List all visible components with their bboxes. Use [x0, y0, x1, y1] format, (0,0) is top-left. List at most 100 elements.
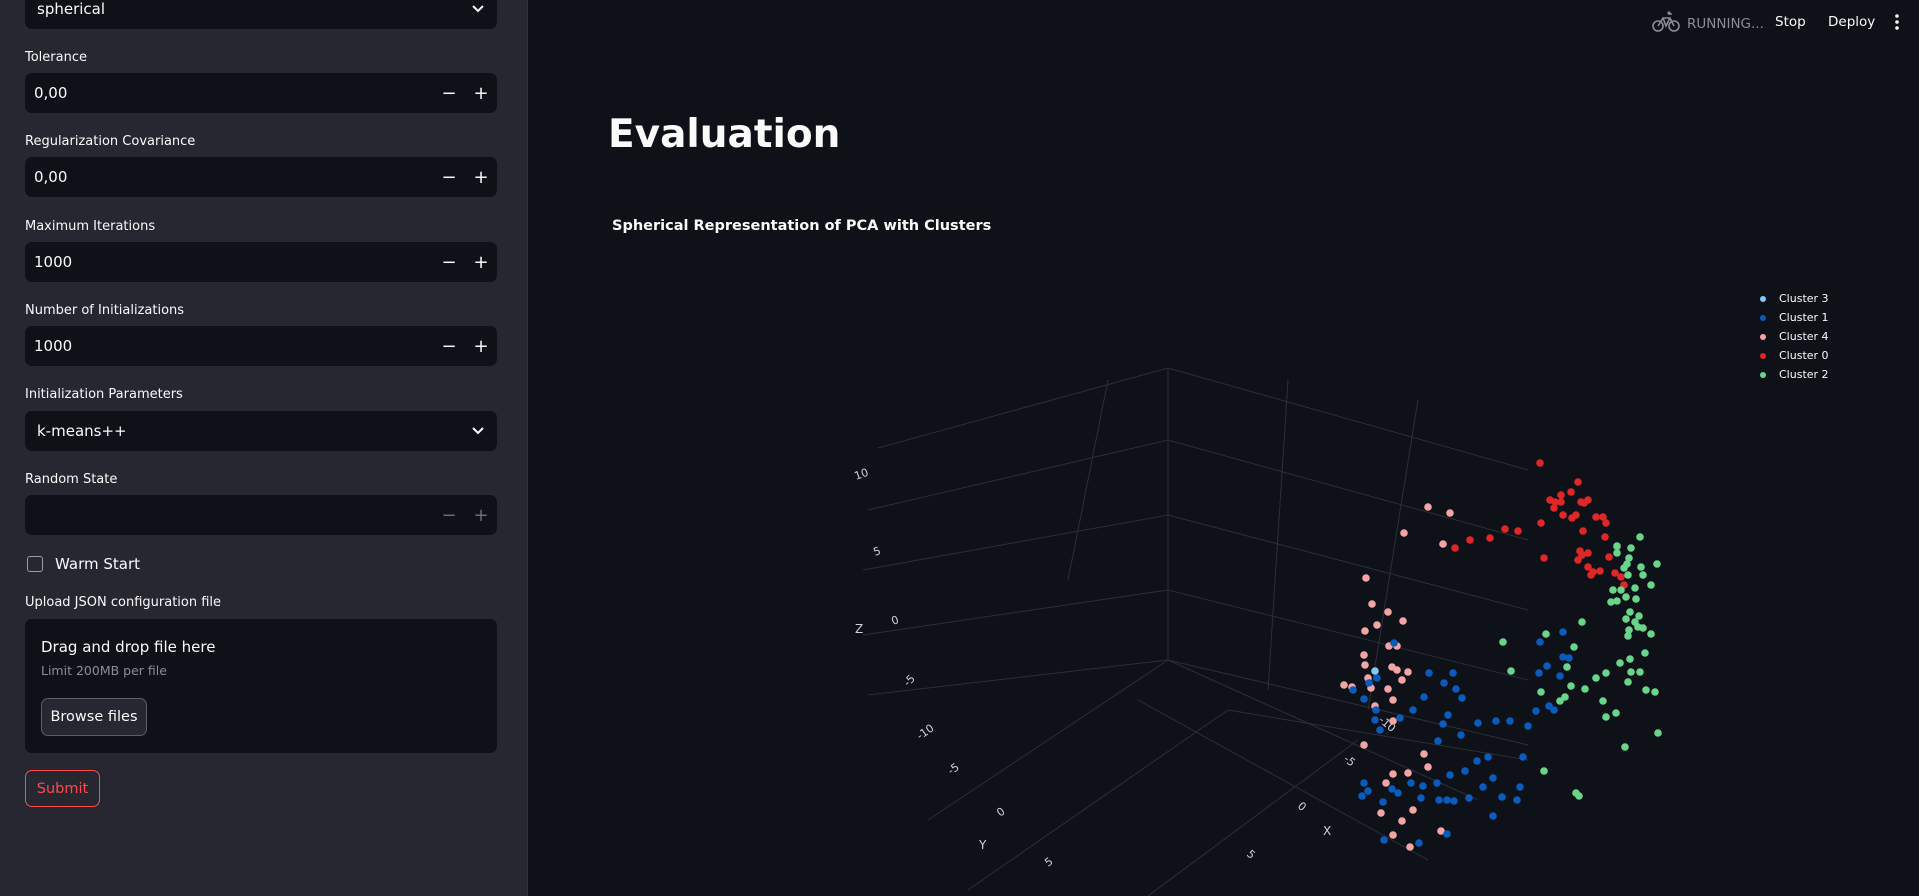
scatter-point [1559, 628, 1567, 636]
submit-button[interactable]: Submit [25, 770, 100, 807]
warm-start-row[interactable]: Warm Start [27, 555, 140, 573]
scatter-point [1361, 627, 1369, 635]
file-uploader-dropzone[interactable]: Drag and drop file here Limit 200MB per … [25, 619, 497, 753]
scatter-point [1576, 547, 1584, 555]
scatter-point [1384, 685, 1392, 693]
scatter-point [1362, 574, 1370, 582]
scatter-point [1540, 554, 1548, 562]
scatter-point [1639, 571, 1647, 579]
scatter-point [1607, 598, 1615, 606]
warm-start-checkbox[interactable] [27, 556, 43, 572]
scatter-point [1563, 663, 1571, 671]
scatter-point [1446, 771, 1454, 779]
pca-3d-scatter-plot[interactable]: 10 5 0 -5 -10 Z -5 0 5 Y -10 -5 0 5 X [528, 240, 1919, 896]
scatter-point [1540, 767, 1548, 775]
running-status: RUNNING... [1652, 10, 1764, 38]
kebab-menu-icon[interactable] [1893, 13, 1901, 31]
n-init-input[interactable]: 1000 − + [25, 326, 497, 366]
legend-dot [1760, 371, 1766, 378]
browse-files-button[interactable]: Browse files [41, 698, 147, 736]
scatter-point [1404, 668, 1412, 676]
scatter-point [1420, 750, 1428, 758]
scatter-point [1654, 729, 1662, 737]
scatter-point [1641, 649, 1649, 657]
scatter-point [1550, 504, 1558, 512]
scatter-point [1584, 563, 1592, 571]
scatter-point [1489, 774, 1497, 782]
legend-label: Cluster 0 [1779, 349, 1829, 362]
scatter-point [1624, 571, 1632, 579]
legend-dot [1760, 295, 1766, 302]
scatter-point [1592, 513, 1600, 521]
z-axis-label: Z [855, 622, 863, 636]
scatter-point [1551, 498, 1559, 506]
max-iter-input[interactable]: 1000 − + [25, 242, 497, 282]
n-init-value[interactable]: 1000 [34, 337, 73, 355]
max-iter-increment-button[interactable]: + [473, 251, 489, 273]
max-iter-decrement-button[interactable]: − [441, 251, 457, 273]
reg-covar-value[interactable]: 0,00 [34, 168, 68, 186]
scatter-point [1434, 737, 1442, 745]
scatter-point [1636, 533, 1644, 541]
scatter-point [1444, 711, 1452, 719]
legend-item[interactable]: Cluster 4 [1755, 327, 1829, 346]
chart-legend[interactable]: Cluster 3 Cluster 1 Cluster 4 Cluster 0 … [1755, 289, 1829, 384]
scatter-point [1466, 536, 1474, 544]
legend-item[interactable]: Cluster 3 [1755, 289, 1829, 308]
warm-start-label: Warm Start [55, 555, 140, 573]
random-state-increment-button[interactable]: + [473, 504, 489, 526]
scatter-point [1371, 667, 1379, 675]
y-tick: 0 [994, 805, 1007, 820]
random-state-decrement-button[interactable]: − [441, 504, 457, 526]
scatter-points [1340, 459, 1662, 851]
max-iter-value[interactable]: 1000 [34, 253, 73, 271]
scatter-point [1625, 554, 1633, 562]
bicycle-icon [1652, 10, 1680, 38]
scatter-point [1599, 513, 1607, 521]
legend-item[interactable]: Cluster 0 [1755, 346, 1829, 365]
max-iter-label: Maximum Iterations [25, 219, 156, 234]
scatter-point [1390, 639, 1398, 647]
tolerance-decrement-button[interactable]: − [441, 82, 457, 104]
scatter-point [1388, 785, 1396, 793]
scatter-point [1578, 618, 1586, 626]
scatter-point [1635, 612, 1643, 620]
scatter-point [1653, 560, 1661, 568]
scatter-point [1371, 716, 1379, 724]
tolerance-value[interactable]: 0,00 [34, 84, 68, 102]
tolerance-input[interactable]: 0,00 − + [25, 73, 497, 113]
tolerance-increment-button[interactable]: + [473, 82, 489, 104]
reg-covar-increment-button[interactable]: + [473, 166, 489, 188]
init-params-select[interactable]: k-means++ [25, 411, 497, 451]
scatter-point [1380, 836, 1388, 844]
scatter-point [1557, 491, 1565, 499]
stop-button[interactable]: Stop [1775, 14, 1806, 30]
scatter-point [1373, 674, 1381, 682]
scatter-point [1364, 787, 1372, 795]
reg-covar-input[interactable]: 0,00 − + [25, 157, 497, 197]
scatter-point [1617, 586, 1625, 594]
scatter-point [1393, 666, 1401, 674]
scatter-point [1377, 809, 1385, 817]
legend-dot [1760, 333, 1766, 340]
n-init-increment-button[interactable]: + [473, 335, 489, 357]
legend-item[interactable]: Cluster 2 [1755, 365, 1829, 384]
scatter-point [1415, 839, 1423, 847]
scatter-point [1465, 794, 1473, 802]
n-init-decrement-button[interactable]: − [441, 335, 457, 357]
legend-label: Cluster 1 [1779, 311, 1829, 324]
scatter-point [1574, 478, 1582, 486]
legend-item[interactable]: Cluster 1 [1755, 308, 1829, 327]
scatter-point [1440, 679, 1448, 687]
deploy-button[interactable]: Deploy [1828, 14, 1876, 30]
random-state-input[interactable]: − + [25, 495, 497, 535]
legend-dot [1760, 314, 1766, 321]
reg-covar-decrement-button[interactable]: − [441, 166, 457, 188]
scatter-point [1439, 540, 1447, 548]
scatter-point [1559, 653, 1567, 661]
covariance-type-select[interactable]: spherical [25, 0, 497, 29]
scatter-point [1612, 709, 1620, 717]
scatter-point [1601, 533, 1609, 541]
scatter-point [1624, 678, 1632, 686]
scatter-point [1616, 659, 1624, 667]
